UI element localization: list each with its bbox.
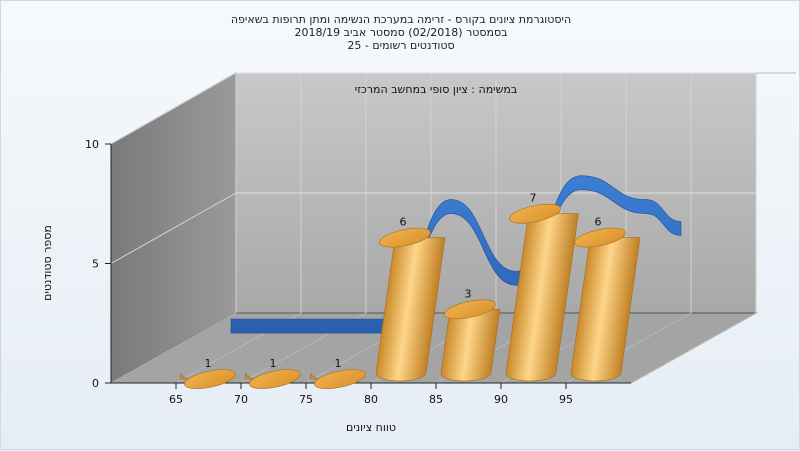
data-label: 1 — [270, 357, 277, 370]
chart-title-line-3: סטודנטים רשומים - 25 — [347, 39, 455, 52]
grid-line-floor — [630, 312, 757, 384]
bar-95 — [570, 227, 641, 382]
grid-line-floor — [110, 312, 237, 384]
chart-title-line-2: בסמסטר (02/2018) סמסטר אביב 2018/19 — [294, 26, 508, 39]
bar-top — [314, 369, 366, 389]
y-tick-label: 10 — [85, 138, 99, 151]
data-label: 6 — [595, 216, 602, 229]
y-tick-label: 5 — [92, 258, 99, 271]
bar-top — [249, 369, 301, 389]
data-label: 1 — [205, 357, 212, 370]
bar-body — [505, 213, 579, 382]
bar-top — [574, 227, 626, 248]
x-tick-label: 85 — [429, 393, 443, 406]
y-axis-label: מספר סטודנטים — [41, 225, 54, 301]
y-tick-label: 0 — [92, 377, 99, 390]
bar-65 — [179, 369, 236, 389]
x-tick-label: 95 — [559, 393, 573, 406]
bar-85 — [440, 299, 501, 382]
bar-90 — [505, 203, 579, 382]
x-tick-label: 80 — [364, 393, 378, 406]
bar-top — [379, 227, 431, 248]
grid-line-side — [110, 192, 237, 264]
x-tick-label: 65 — [169, 393, 183, 406]
chart-subtitle: במשימה : ציון סופי במחשב המרכזי — [355, 83, 518, 96]
bar-body — [440, 309, 501, 382]
bar-top — [184, 369, 236, 389]
bar-top — [444, 299, 496, 320]
x-tick-label: 90 — [494, 393, 508, 406]
data-label: 7 — [530, 192, 537, 205]
bar-75 — [309, 369, 366, 389]
x-tick-label: 70 — [234, 393, 248, 406]
x-axis-label: טווח ציונים — [346, 421, 396, 434]
x-tick-label: 75 — [299, 393, 313, 406]
data-label: 6 — [400, 216, 407, 229]
bar-70 — [244, 369, 301, 389]
chart-title-line-1: היסטוגרמת ציונים בקורס - זרימה במערכת הנ… — [230, 13, 572, 26]
bar-body — [570, 237, 641, 382]
bar-top — [509, 203, 561, 224]
bar-80 — [375, 227, 446, 382]
data-label: 3 — [465, 287, 472, 300]
grid-line-side — [110, 72, 237, 145]
bar-body — [375, 237, 446, 382]
data-label: 1 — [335, 357, 342, 370]
